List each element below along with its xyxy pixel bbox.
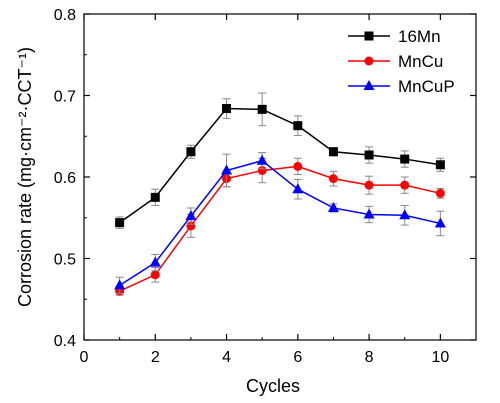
data-point-16Mn bbox=[328, 147, 338, 157]
y-tick-label: 0.8 bbox=[54, 7, 76, 24]
data-point-MnCuP bbox=[292, 183, 304, 194]
x-tick-label: 4 bbox=[222, 349, 231, 366]
data-point-MnCuP bbox=[149, 256, 161, 267]
y-axis-title: Corrosion rate (mg·cm⁻²·CCT⁻¹) bbox=[15, 47, 35, 307]
legend-marker-MnCu bbox=[364, 56, 374, 66]
series-line-16Mn bbox=[119, 107, 441, 224]
legend-marker-16Mn bbox=[364, 31, 374, 41]
data-point-16Mn bbox=[150, 192, 160, 202]
legend-label-16Mn: 16Mn bbox=[398, 27, 441, 46]
data-point-16Mn bbox=[400, 154, 410, 164]
data-point-MnCuP bbox=[221, 164, 233, 175]
x-tick-label: 2 bbox=[151, 349, 160, 366]
y-tick-label: 0.4 bbox=[54, 333, 76, 350]
data-point-MnCuP bbox=[256, 154, 268, 165]
axes: 0 2 4 6 8 10 0.4 0.5 0.6 0.7 0.8 bbox=[54, 7, 477, 366]
data-point-16Mn bbox=[115, 218, 125, 228]
data-point-MnCuP bbox=[434, 217, 446, 228]
data-point-MnCu bbox=[150, 270, 160, 280]
series-16Mn bbox=[115, 92, 445, 229]
data-point-MnCu bbox=[293, 161, 303, 171]
data-point-16Mn bbox=[257, 104, 267, 114]
y-tick-label: 0.5 bbox=[54, 252, 76, 269]
x-tick-label: 6 bbox=[293, 349, 302, 366]
data-point-16Mn bbox=[222, 104, 232, 114]
x-axis-title: Cycles bbox=[246, 376, 300, 396]
data-point-MnCuP bbox=[114, 279, 126, 290]
series-layer bbox=[114, 92, 446, 296]
data-point-16Mn bbox=[364, 150, 374, 160]
data-point-MnCuP bbox=[185, 210, 197, 221]
data-point-MnCu bbox=[328, 174, 338, 184]
legend-label-MnCuP: MnCuP bbox=[398, 77, 455, 96]
data-point-16Mn bbox=[186, 147, 196, 157]
series-MnCuP bbox=[114, 152, 446, 295]
data-point-16Mn bbox=[293, 121, 303, 131]
data-point-MnCu bbox=[186, 221, 196, 231]
legend-marker-MnCuP bbox=[363, 80, 375, 90]
data-point-MnCuP bbox=[363, 208, 375, 219]
data-point-16Mn bbox=[435, 160, 445, 170]
y-tick-label: 0.6 bbox=[54, 170, 76, 187]
x-tick-label: 10 bbox=[431, 349, 449, 366]
data-point-MnCu bbox=[364, 180, 374, 190]
data-point-MnCuP bbox=[327, 201, 339, 212]
data-point-MnCuP bbox=[399, 209, 411, 220]
series-line-MnCuP bbox=[119, 159, 441, 287]
series-MnCu bbox=[115, 157, 445, 296]
y-tick-label: 0.7 bbox=[54, 89, 76, 106]
legend: 16Mn MnCu MnCuP bbox=[348, 27, 455, 96]
data-point-MnCu bbox=[257, 165, 267, 175]
legend-label-MnCu: MnCu bbox=[398, 52, 443, 71]
data-point-MnCu bbox=[400, 180, 410, 190]
series-line-MnCu bbox=[119, 165, 441, 292]
data-point-MnCu bbox=[435, 188, 445, 198]
x-tick-label: 8 bbox=[365, 349, 374, 366]
x-tick-label: 0 bbox=[80, 349, 89, 366]
